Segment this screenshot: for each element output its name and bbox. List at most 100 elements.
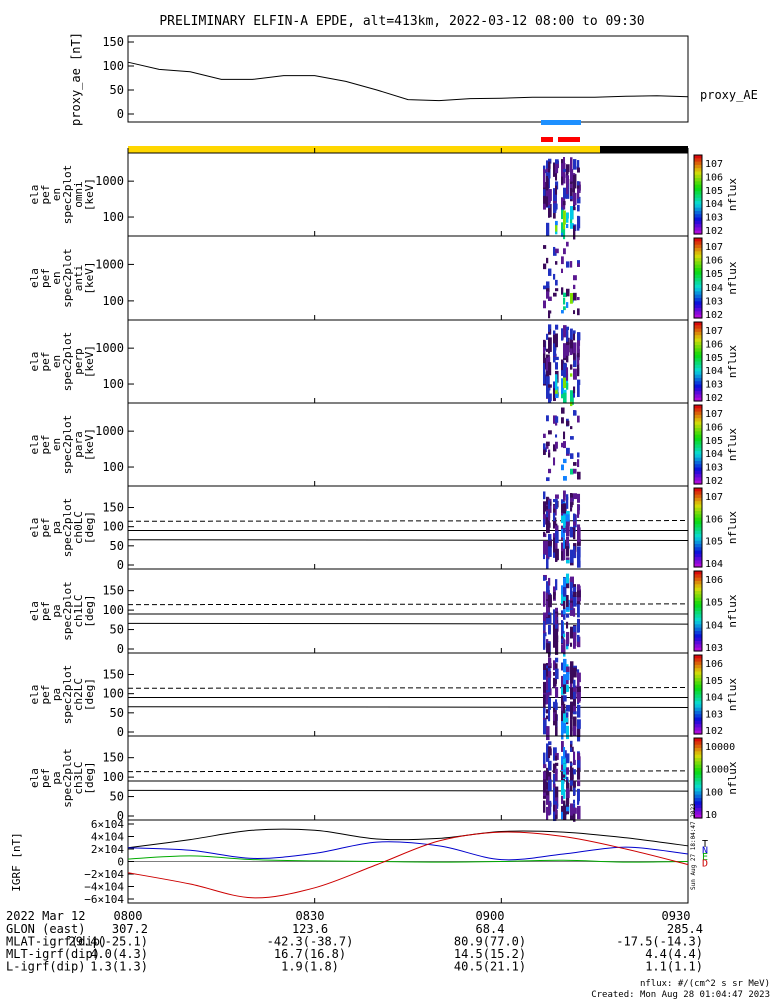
spectrogram-pixel bbox=[546, 505, 550, 510]
colorbar-tick: 107 bbox=[705, 326, 723, 337]
colorbar-segment bbox=[694, 778, 702, 782]
spectrogram-pixel bbox=[553, 162, 556, 177]
spectrogram-pixel bbox=[555, 171, 558, 181]
spectrogram-pixel bbox=[573, 596, 577, 607]
colorbar-segment bbox=[694, 631, 702, 635]
igrf-legend-N: N bbox=[702, 846, 708, 857]
colorbar-label: nflux bbox=[726, 761, 739, 794]
spectrogram-pixel bbox=[573, 389, 576, 398]
colorbar-segment bbox=[694, 741, 702, 746]
colorbar-segment bbox=[694, 210, 702, 215]
spectrogram-pixel bbox=[573, 751, 576, 761]
spectrogram-pixel bbox=[548, 577, 551, 586]
spectrogram-pixel bbox=[563, 774, 566, 778]
footer-stamp: Sun Aug 27 18:04:47 2023 bbox=[690, 803, 697, 890]
energy-ytick: 1000 bbox=[95, 424, 124, 438]
spectrogram-pixel bbox=[543, 540, 547, 555]
spectrogram-ylabel: ela bbox=[28, 768, 41, 788]
colorbar-segment bbox=[694, 798, 702, 802]
spectrogram-pixel bbox=[566, 420, 570, 426]
colorbar-segment bbox=[694, 238, 702, 242]
colorbar-segment bbox=[694, 594, 702, 599]
spectrogram-pixel bbox=[577, 723, 581, 738]
spectrogram-pixel bbox=[573, 284, 576, 290]
spectrogram-pixel bbox=[566, 519, 570, 526]
spectrogram-pixel bbox=[563, 168, 567, 172]
colorbar-segment bbox=[694, 761, 702, 766]
spectrogram-pixel bbox=[570, 390, 573, 402]
spectrogram-ylabel: ch0LC bbox=[72, 511, 85, 544]
spectrogram-pixel bbox=[555, 768, 558, 781]
colorbar-tick: 10 bbox=[705, 810, 717, 821]
colorbar-segment bbox=[694, 597, 702, 602]
colorbar-segment bbox=[694, 371, 702, 376]
colorbar-segment bbox=[694, 278, 702, 282]
spectrogram-pixel bbox=[573, 513, 576, 522]
spectrogram-pixel bbox=[543, 173, 546, 188]
spectrogram-pixel bbox=[573, 687, 577, 694]
spectrogram-pixel bbox=[561, 201, 564, 216]
colorbar-segment bbox=[694, 155, 702, 159]
spectrogram-pixel bbox=[566, 712, 569, 718]
spectrogram-pixel bbox=[546, 639, 549, 644]
colorbar-segment bbox=[694, 664, 702, 669]
colorbar-segment bbox=[694, 634, 702, 639]
spectrogram-ylabel: pef bbox=[39, 601, 52, 621]
spectrogram-pixel bbox=[570, 682, 573, 688]
spectrogram-pixel bbox=[566, 525, 570, 537]
colorbar-segment bbox=[694, 322, 702, 326]
spectrogram-pixel bbox=[573, 803, 576, 811]
colorbar-segment bbox=[694, 191, 702, 196]
spectrogram-pixel bbox=[563, 248, 566, 255]
spectrogram-pixel bbox=[543, 449, 546, 455]
colorbar-segment bbox=[694, 641, 702, 645]
colorbar-segment bbox=[694, 584, 702, 589]
spectrogram-pixel bbox=[553, 388, 556, 401]
colorbar-segment bbox=[694, 621, 702, 625]
ephemeris-value: 1.3(1.3) bbox=[90, 960, 148, 974]
spectrogram-ylabel: spec2plot bbox=[61, 498, 74, 558]
spectrogram-ylabel: en bbox=[50, 188, 63, 201]
spectrogram-pixel bbox=[570, 762, 573, 766]
spectrogram-pixel bbox=[577, 767, 581, 780]
ephemeris-row-label: MLT-igrf(dip) bbox=[6, 947, 100, 961]
spectrogram-ylabel: en bbox=[50, 355, 63, 368]
spectrogram-pixel bbox=[566, 367, 569, 381]
colorbar-tick: 105 bbox=[705, 598, 723, 609]
spectrogram-pixel bbox=[555, 185, 558, 195]
spectrogram-pixel bbox=[546, 726, 550, 741]
colorbar-segment bbox=[694, 405, 702, 409]
igrf-series-N bbox=[127, 841, 689, 861]
colorbar-segment bbox=[694, 637, 702, 642]
spectrogram-pixel bbox=[561, 166, 565, 179]
spectrogram-pixel bbox=[566, 780, 569, 793]
spectrogram-pixel bbox=[553, 273, 556, 280]
spectrogram-pixel bbox=[577, 679, 580, 689]
spectrogram-pixel bbox=[563, 325, 567, 338]
spectrogram-pixel bbox=[546, 668, 550, 677]
spectrogram-pixel bbox=[563, 662, 567, 669]
colorbar-frame bbox=[693, 654, 703, 735]
spectrogram-pixel bbox=[573, 368, 577, 380]
spectrogram-pixel bbox=[561, 197, 565, 202]
spectrogram-pixel bbox=[555, 619, 558, 634]
ephemeris-value: 40.5(21.1) bbox=[454, 960, 526, 974]
anti-loss-cone-line bbox=[127, 770, 689, 773]
igrf-series-D bbox=[127, 831, 689, 899]
spectrogram-pixel bbox=[546, 160, 550, 169]
spectrogram-pixel bbox=[563, 805, 567, 820]
proxy-ae-line bbox=[127, 61, 689, 102]
colorbar-frame bbox=[693, 737, 703, 819]
spectrogram-pixel bbox=[570, 529, 574, 538]
spectrogram-pixel bbox=[553, 499, 557, 503]
loss-cone-line bbox=[127, 622, 689, 625]
spectrogram-pixel bbox=[553, 195, 557, 211]
spectrogram-pixel bbox=[555, 613, 558, 625]
spectrogram-pixel bbox=[577, 181, 580, 186]
spectrogram-pixel bbox=[543, 198, 547, 207]
colorbar-segment bbox=[694, 491, 702, 496]
spectrogram-pixel bbox=[561, 594, 565, 604]
igrf-ytick: −4×104 bbox=[84, 881, 124, 894]
igrf-ytick: −2×104 bbox=[84, 868, 124, 881]
colorbar-segment bbox=[694, 563, 702, 568]
